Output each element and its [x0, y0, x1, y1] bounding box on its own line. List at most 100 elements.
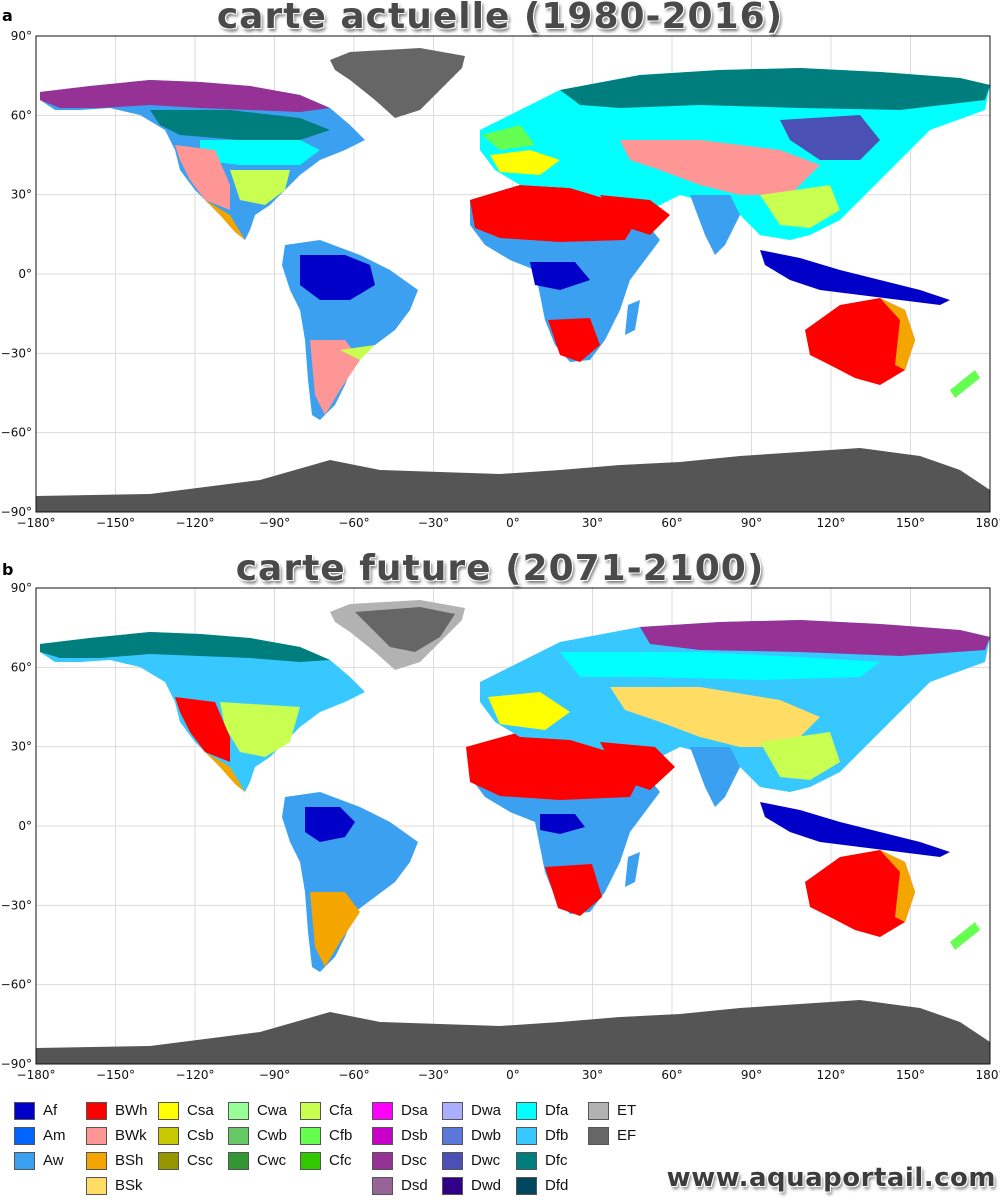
- lon-tick-label: 180°: [976, 1068, 1000, 1082]
- legend-column: ET EF: [588, 1098, 636, 1148]
- legend-label: Dwb: [471, 1127, 502, 1144]
- siberia: [560, 68, 990, 110]
- africa-south: [548, 318, 600, 362]
- legend-label: Dfc: [545, 1152, 568, 1169]
- legend-swatch: [442, 1176, 463, 1195]
- legend-swatch: [300, 1101, 321, 1120]
- lat-tick-label: 60°: [11, 108, 32, 122]
- legend-swatch: [372, 1101, 393, 1120]
- legend-swatch: [228, 1101, 249, 1120]
- lon-tick-label: −90°: [259, 1068, 290, 1082]
- lon-tick-label: −30°: [418, 1068, 449, 1082]
- lon-tick-label: −120°: [176, 516, 215, 530]
- legend-label: ET: [617, 1102, 637, 1119]
- legend-item: BWh: [86, 1098, 148, 1123]
- panel-a-letter: a: [2, 6, 13, 25]
- lat-tick-label: 0°: [18, 819, 32, 833]
- legend-item: BSk: [86, 1173, 148, 1198]
- sa-amazon: [305, 807, 355, 842]
- antarctica: [36, 1000, 990, 1064]
- map-a-lon-labels: −180° −150° −120° −90° −60° −30° 0° 30° 60° 90° 12…: [17, 516, 1000, 530]
- legend-swatch: [516, 1126, 537, 1145]
- legend-label: Dsd: [401, 1177, 428, 1194]
- lat-tick-label: 60°: [11, 660, 32, 674]
- map-a-frame: [35, 35, 991, 513]
- africa-sahara: [470, 185, 640, 242]
- legend-item: BSh: [86, 1148, 148, 1173]
- legend-label: Dfa: [545, 1102, 569, 1119]
- legend-swatch: [372, 1126, 393, 1145]
- legend-item: BWk: [86, 1123, 148, 1148]
- legend-label: Cfa: [329, 1102, 353, 1119]
- europe-csa: [488, 692, 570, 730]
- lon-tick-label: 90°: [741, 1068, 762, 1082]
- china-cfa: [760, 185, 840, 228]
- legend-item: Dfb: [516, 1123, 568, 1148]
- legend-column: Dwa Dwb Dwc Dwd: [442, 1098, 501, 1198]
- legend-item: Cfc: [300, 1148, 352, 1173]
- map-a-lat-labels: 90° 60° 30° 0° −30° −60° −90°: [1, 29, 32, 519]
- lon-tick-label: −60°: [338, 516, 369, 530]
- legend-label: BSk: [115, 1177, 143, 1194]
- arabia: [600, 742, 675, 790]
- legend-swatch: [442, 1101, 463, 1120]
- madagascar: [625, 852, 640, 887]
- legend-label: Csa: [187, 1102, 214, 1119]
- legend-item: Dfc: [516, 1148, 568, 1173]
- legend-item: Csa: [158, 1098, 214, 1123]
- australia-coast: [880, 298, 915, 370]
- legend-column: Dsa Dsb Dsc Dsd: [372, 1098, 428, 1198]
- lon-tick-label: −120°: [176, 1068, 215, 1082]
- lat-tick-label: 30°: [11, 188, 32, 202]
- central-asia: [610, 687, 820, 747]
- panel-b-letter: b: [2, 560, 14, 579]
- legend-swatch: [86, 1101, 107, 1120]
- legend-swatch: [372, 1176, 393, 1195]
- east-asia-dw: [780, 115, 880, 160]
- legend-label: BSh: [115, 1152, 144, 1169]
- legend-swatch: [14, 1126, 35, 1145]
- legend-label: Dfd: [545, 1177, 569, 1194]
- africa-south: [545, 864, 602, 916]
- legend-label: Cfc: [329, 1152, 352, 1169]
- legend-swatch: [442, 1126, 463, 1145]
- legend-swatch: [158, 1126, 179, 1145]
- lon-tick-label: 150°: [896, 516, 925, 530]
- lon-tick-label: 90°: [741, 516, 762, 530]
- legend-item: Cfb: [300, 1123, 352, 1148]
- na-tundra: [40, 632, 330, 662]
- legend-swatch: [86, 1126, 107, 1145]
- legend-item: Dsc: [372, 1148, 428, 1173]
- lon-tick-label: 60°: [661, 516, 682, 530]
- legend-item: Cwa: [228, 1098, 287, 1123]
- legend-item: Af: [14, 1098, 66, 1123]
- legend-swatch: [442, 1151, 463, 1170]
- legend-item: Dwb: [442, 1123, 501, 1148]
- lon-tick-label: −180°: [17, 516, 56, 530]
- legend-item: Dfd: [516, 1173, 568, 1198]
- legend-column: BWh BWk BSh BSk: [86, 1098, 148, 1198]
- greenland-ice: [355, 607, 455, 652]
- lat-tick-label: 90°: [11, 29, 32, 43]
- legend-label: Am: [43, 1127, 66, 1144]
- lon-tick-label: 30°: [582, 516, 603, 530]
- legend-label: BWh: [115, 1102, 148, 1119]
- legend-label: Aw: [43, 1152, 64, 1169]
- lon-tick-label: −60°: [338, 1068, 369, 1082]
- legend-swatch: [588, 1101, 609, 1120]
- legend-swatch: [300, 1151, 321, 1170]
- sa-south: [310, 340, 360, 415]
- legend-label: Dsb: [401, 1127, 428, 1144]
- legend-swatch: [14, 1151, 35, 1170]
- legend-item: ET: [588, 1098, 636, 1123]
- na-cfa: [230, 170, 290, 205]
- map-a-land: [36, 48, 990, 512]
- arabia: [600, 195, 670, 235]
- legend-label: Cfb: [329, 1127, 353, 1144]
- lon-tick-label: 30°: [582, 1068, 603, 1082]
- lon-tick-label: −150°: [96, 1068, 135, 1082]
- legend-swatch: [228, 1126, 249, 1145]
- lon-tick-label: −90°: [259, 516, 290, 530]
- map-b-lat-labels: 90° 60° 30° 0° −30° −60° −90°: [1, 581, 32, 1071]
- legend-swatch: [516, 1176, 537, 1195]
